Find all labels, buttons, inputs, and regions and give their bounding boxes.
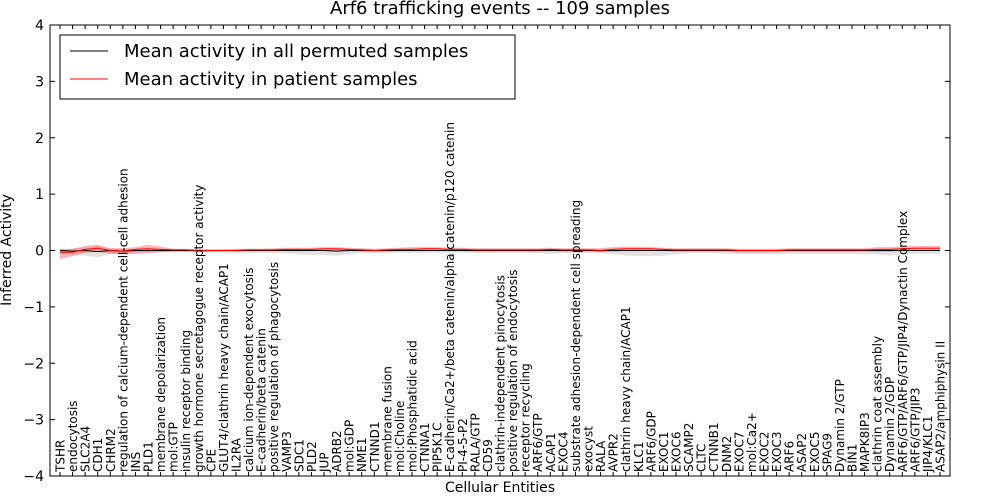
- x-tick-label: clathrin heavy chain/ACAP1: [619, 306, 633, 472]
- x-tick-label: ARF6/GTP: [531, 413, 545, 472]
- x-tick-label: endocytosis: [66, 400, 80, 472]
- x-tick-label: AVPR2: [607, 433, 621, 472]
- x-tick-label: SPAG9: [820, 433, 834, 472]
- x-tick-label: E-cadherin/Ca2+/beta catenin/alpha caten…: [443, 122, 457, 472]
- x-tick-label: regulation of calcium-dependent cell-cel…: [116, 168, 130, 472]
- x-tick-label: growth hormone secretagogue receptor act…: [192, 185, 206, 472]
- x-tick-label: IL2RA: [230, 437, 244, 472]
- x-tick-label: DNM2: [720, 436, 734, 472]
- x-tick-label: mol:Ca2+: [745, 412, 759, 472]
- y-axis: −4 −3 −2 −1 0 1 2 3 4: [23, 18, 950, 485]
- x-tick-label: calcium ion-dependent exocytosis: [242, 268, 256, 473]
- y-tick-label: −4: [23, 469, 44, 485]
- x-tick-label: RALA/GTP: [468, 413, 482, 472]
- x-tick-label: ASAP2/amphiphysin II: [934, 341, 948, 472]
- x-tick-label: ARF6/GTP/ARF6/GTP/JIP4/Dynactin Complex: [896, 211, 910, 472]
- x-tick-label: Dynamin 2/GTP: [833, 379, 847, 472]
- x-tick-label: NME1: [355, 437, 369, 472]
- x-tick-label: mol:GTP: [167, 422, 181, 472]
- legend-box: [59, 34, 516, 100]
- x-tick-label: E-cadherin/beta catenin: [255, 328, 269, 472]
- x-tick-label: CHRM2: [104, 428, 118, 472]
- x-tick-label: ADRB2: [330, 430, 344, 472]
- x-tick-label: PLD2: [305, 441, 319, 472]
- x-tick-label: INS: [129, 452, 143, 472]
- legend-label: Mean activity in patient samples: [124, 69, 418, 90]
- x-tick-label: GLUT4/clathrin heavy chain/ACAP1: [217, 263, 231, 472]
- x-tick-label: EXOC4: [556, 432, 570, 473]
- x-tick-label: SLC2A4: [79, 426, 93, 472]
- x-tick-label: clathrin-independent pinocytosis: [494, 275, 508, 472]
- x-tick-label: CTNND1: [368, 421, 382, 472]
- legend-label: Mean activity in all permuted samples: [124, 41, 468, 62]
- x-tick-label: EXOC1: [657, 432, 671, 473]
- y-tick-label: −1: [23, 300, 44, 316]
- x-tick-label: TSHR: [54, 440, 68, 473]
- band-permuted: [60, 246, 940, 258]
- x-tick-label: Dynamin 2/GDP: [883, 377, 897, 472]
- x-tick-label: EXOC7: [732, 432, 746, 473]
- x-tick-label: EXOC3: [770, 432, 784, 473]
- y-axis-label: Inferred Activity: [0, 194, 15, 306]
- x-tick-label: substrate adhesion-dependent cell spread…: [569, 200, 583, 472]
- y-tick-label: −2: [23, 356, 44, 372]
- x-tick-label: CTNNB1: [707, 422, 721, 472]
- x-tick-label: exocyst: [582, 426, 596, 472]
- x-tick-label: PI-4-5-P2: [456, 418, 470, 472]
- x-tick-label: EXOC5: [808, 432, 822, 473]
- x-tick-label: CDH1: [91, 438, 105, 472]
- x-tick-label: mol:Choline: [393, 401, 407, 472]
- line-layer: [59, 247, 940, 253]
- x-axis: [59, 25, 941, 476]
- y-tick-label: 0: [35, 244, 44, 260]
- y-tick-label: 4: [35, 18, 44, 34]
- x-tick-label: mol:Phosphatidic acid: [406, 340, 420, 472]
- x-tick-label: CD59: [481, 439, 495, 472]
- x-tick-labels: TSHRendocytosisSLC2A4CDH1CHRM2regulation…: [54, 122, 948, 473]
- x-tick-label: CTNNA1: [418, 422, 432, 472]
- chart-title: Arf6 trafficking events -- 109 samples: [330, 0, 670, 19]
- x-tick-label: clathrin coat assembly: [871, 336, 885, 472]
- band-layer: [60, 244, 940, 259]
- x-tick-label: insulin receptor binding: [179, 330, 193, 472]
- x-tick-label: PIP5K1C: [431, 422, 445, 472]
- x-tick-label: positive regulation of phagocytosis: [267, 262, 281, 472]
- y-tick-label: 2: [35, 131, 44, 147]
- x-tick-label: ARF6/GDP: [644, 411, 658, 472]
- x-tick-label: receptor recycling: [519, 363, 533, 472]
- x-tick-label: ARF6: [783, 441, 797, 472]
- y-tick-label: 3: [35, 74, 44, 90]
- x-tick-label: PLD1: [142, 441, 156, 472]
- x-tick-label: ASAP2: [795, 433, 809, 472]
- x-tick-label: ARF6/GTP/JIP3: [908, 387, 922, 472]
- series-line-patient: [60, 247, 940, 253]
- x-tick-label: JUP: [318, 452, 332, 473]
- x-tick-label: SCAMP2: [682, 423, 696, 472]
- y-tick-label: −3: [23, 413, 44, 429]
- x-tick-label: membrane depolarization: [154, 317, 168, 472]
- x-tick-label: CPE: [204, 449, 218, 472]
- x-axis-label: Cellular Entities: [445, 480, 555, 496]
- x-tick-label: RALA: [594, 440, 608, 472]
- x-tick-label: BIN1: [846, 444, 860, 472]
- x-tick-label: KLC1: [632, 441, 646, 472]
- x-tick-label: mol:GDP: [343, 420, 357, 472]
- y-tick-label: 1: [35, 187, 44, 203]
- x-tick-label: membrane fusion: [380, 366, 394, 472]
- x-tick-label: EXOC6: [670, 432, 684, 473]
- x-tick-label: VAMP3: [280, 431, 294, 472]
- band-patient: [60, 244, 940, 259]
- x-tick-label: EXOC2: [758, 432, 772, 473]
- x-tick-label: SDC1: [292, 439, 306, 472]
- legend: Mean activity in all permuted samples Mea…: [59, 34, 516, 100]
- x-tick-label: JIP4/KLC1: [921, 415, 935, 473]
- x-tick-label: MAPK8IP3: [858, 412, 872, 472]
- x-tick-label: CLTC: [695, 444, 709, 472]
- plot-frame: [49, 24, 951, 477]
- x-tick-label: positive regulation of endocytosis: [506, 269, 520, 472]
- x-tick-label: ACAP1: [544, 433, 558, 472]
